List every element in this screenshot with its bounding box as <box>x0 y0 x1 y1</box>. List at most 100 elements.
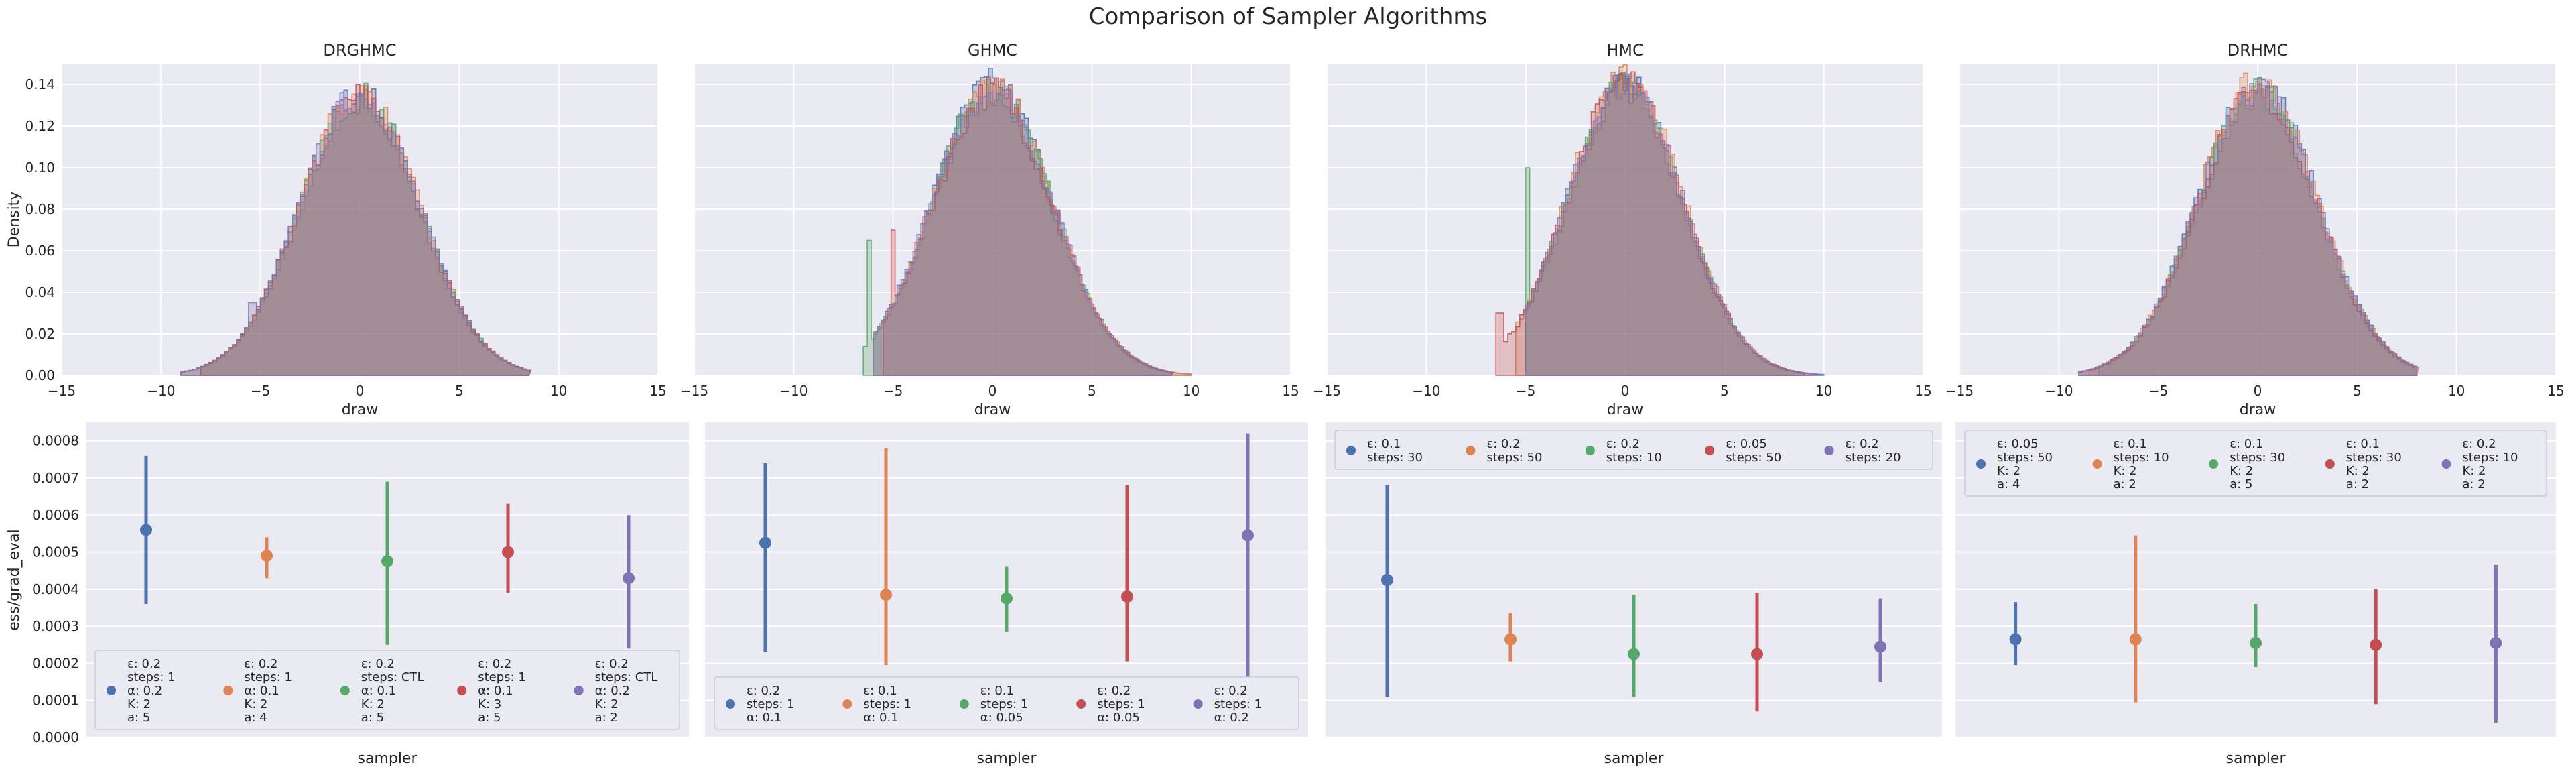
x-tick-label: 10 <box>1183 383 1200 399</box>
histogram-panel-drghmc: −15 −10 −5 0 5 10 15 0.00 0.02 0.04 0.06 0.08 0.10 0.… <box>6 41 667 418</box>
point-marker <box>2250 637 2262 649</box>
x-axis-label: draw <box>342 402 378 418</box>
legend-box <box>94 650 680 730</box>
legend-label: ε: 0.1 <box>980 684 1014 698</box>
legend-label: ε: 0.2 <box>1214 684 1248 698</box>
x-axis-label: sampler <box>357 750 417 767</box>
histogram-series-4 <box>1495 71 1807 376</box>
legend-label: a: 5 <box>127 711 150 725</box>
legend-label: a: 4 <box>244 711 267 725</box>
x-tick-label: 10 <box>2448 383 2465 399</box>
y-axis-label: Density <box>6 192 23 248</box>
legend-label: steps: 30 <box>1367 451 1423 465</box>
legend-marker <box>1076 699 1086 709</box>
x-axis-label: draw <box>974 402 1011 418</box>
legend-label: ε: 0.1 <box>2346 437 2380 451</box>
legend-label: K: 2 <box>2230 464 2253 478</box>
x-tick-label: −5 <box>1516 383 1535 399</box>
y-tick-label: 0.14 <box>25 76 55 93</box>
legend-marker <box>223 686 233 695</box>
legend-label: K: 2 <box>595 697 619 711</box>
x-axis-label: sampler <box>976 750 1037 767</box>
x-tick-label: 5 <box>455 383 464 399</box>
point-marker <box>2129 633 2142 646</box>
legend-marker <box>2209 459 2219 469</box>
legend-label: a: 2 <box>2346 477 2369 491</box>
histogram-series-5 <box>873 85 1172 376</box>
x-tick-label: 10 <box>550 383 567 399</box>
legend-label: steps: 50 <box>1997 451 2053 465</box>
legend-label: a: 5 <box>361 711 384 725</box>
point-marker <box>502 546 514 558</box>
x-axis-label: sampler <box>1604 750 1664 767</box>
legend-label: ε: 0.1 <box>1367 437 1401 451</box>
legend-label: α: 0.2 <box>1214 711 1249 725</box>
y-tick-label: 0.0003 <box>32 618 79 634</box>
x-tick-label: 15 <box>1282 383 1299 399</box>
legend-label: steps: 1 <box>1214 697 1263 711</box>
legend-label: steps: 50 <box>1726 451 1781 465</box>
legend-label: steps: 10 <box>1606 451 1662 465</box>
legend-label: a: 4 <box>1997 477 2020 491</box>
legend-label: α: 0.1 <box>747 711 781 725</box>
legend-marker <box>1585 446 1595 455</box>
legend-label: α: 0.1 <box>863 711 898 725</box>
point-marker <box>261 550 273 562</box>
y-tick-label: 0.0002 <box>32 655 79 671</box>
subplot-title: DRHMC <box>2228 41 2289 60</box>
legend-label: steps: 50 <box>1486 451 1542 465</box>
x-tick-label: −5 <box>251 383 270 399</box>
x-axis-label: sampler <box>2226 750 2286 767</box>
legend-label: K: 2 <box>2346 464 2370 478</box>
legend-box <box>1334 430 1933 470</box>
x-tick-label: −15 <box>1313 383 1341 399</box>
legend-label: steps: 30 <box>2230 451 2285 465</box>
legend-label: α: 0.1 <box>361 684 396 698</box>
legend-label: steps: 1 <box>478 670 526 684</box>
histogram-series-4 <box>883 76 1175 376</box>
x-tick-label: 15 <box>2547 383 2564 399</box>
legend-marker <box>1976 459 1986 469</box>
point-marker <box>1001 592 1013 605</box>
x-tick-label: 5 <box>1720 383 1729 399</box>
legend-label: ε: 0.1 <box>2230 437 2263 451</box>
legend-box <box>1964 430 2547 497</box>
legend-label: steps: 20 <box>1846 451 1901 465</box>
x-tick-label: 0 <box>1621 383 1630 399</box>
legend-marker <box>1824 446 1834 455</box>
x-tick-label: 0 <box>2254 383 2262 399</box>
legend-marker <box>574 686 584 695</box>
legend-label: ε: 0.2 <box>1486 437 1520 451</box>
x-tick-label: −10 <box>779 383 808 399</box>
legend-label: ε: 0.2 <box>127 657 161 671</box>
x-tick-label: −15 <box>48 383 76 399</box>
x-axis-label: draw <box>2240 402 2276 418</box>
y-tick-label: 0.00 <box>25 367 55 383</box>
legend-label: steps: CTL <box>595 670 658 684</box>
y-tick-label: 0.0008 <box>32 433 79 449</box>
legend-label: a: 5 <box>478 711 501 725</box>
y-tick-label: 0.0000 <box>32 729 79 745</box>
y-tick-label: 0.08 <box>25 201 55 217</box>
legend-label: K: 3 <box>478 697 501 711</box>
legend-label: steps: 10 <box>2462 451 2518 465</box>
point-marker <box>1242 529 1254 542</box>
figure-title: Comparison of Sampler Algorithms <box>1089 3 1487 30</box>
subplot-title: HMC <box>1606 41 1644 60</box>
legend-label: ε: 0.2 <box>1097 684 1131 698</box>
legend-label: α: 0.2 <box>595 684 630 698</box>
legend-label: a: 5 <box>2230 477 2252 491</box>
legend-marker <box>457 686 467 695</box>
legend-marker <box>726 699 735 709</box>
legend-label: ε: 0.2 <box>2462 437 2496 451</box>
x-tick-label: 5 <box>2353 383 2362 399</box>
x-tick-label: −15 <box>1945 383 1974 399</box>
point-marker <box>1504 633 1517 646</box>
legend-label: K: 2 <box>2462 464 2486 478</box>
legend-label: K: 2 <box>244 697 267 711</box>
legend-label: ε: 0.2 <box>1606 437 1640 451</box>
legend-label: steps: CTL <box>361 670 424 684</box>
y-tick-label: 0.0006 <box>32 507 79 523</box>
x-tick-label: −10 <box>147 383 175 399</box>
